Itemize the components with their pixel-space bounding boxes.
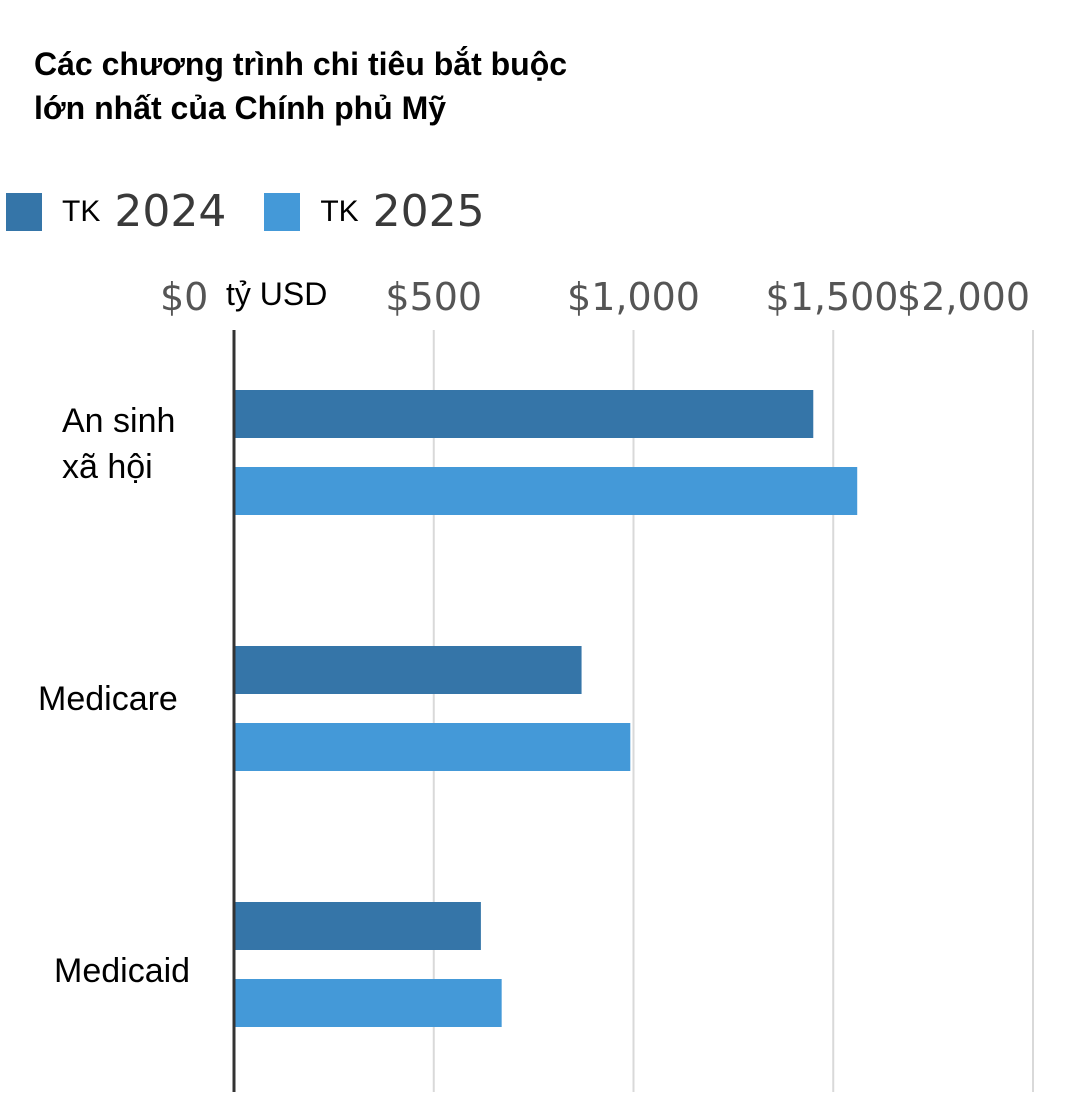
bar [234,979,502,1027]
bar [234,467,858,515]
category-label: Medicare [38,680,178,718]
chart-title-line-2: lớn nhất của Chính phủ Mỹ [34,90,447,126]
x-tick-label: $0 [160,275,208,319]
legend-prefix-2025: TK [320,194,359,228]
legend-year-2024: 2024 [114,186,227,237]
legend-item-2024: TK 2024 [6,186,226,237]
x-tick-label: $500 [385,275,482,319]
chart-title-line-1: Các chương trình chi tiêu bắt buộc [34,46,568,82]
category-label: Medicaid [54,952,190,990]
bar [234,723,631,771]
x-tick-label: $1,000 [567,275,700,319]
chart-legend: TK 2024 TK 2025 [6,186,523,237]
bar [234,390,814,438]
chart-title: Các chương trình chi tiêu bắt buộc lớn n… [34,42,567,130]
legend-swatch-2024 [6,192,42,231]
legend-item-2025: TK 2025 [264,186,485,237]
x-tick-label: $2,000 [897,275,1030,319]
x-tick-label: $1,500 [766,275,899,319]
bar [234,902,481,950]
legend-year-2025: 2025 [372,186,485,237]
legend-swatch-2025 [264,192,301,231]
unit-label: tỷ USD [222,276,332,313]
legend-prefix-2024: TK [62,194,101,228]
category-label: xã hội [62,448,153,486]
bar [234,646,582,694]
category-label: An sinh [62,402,175,440]
